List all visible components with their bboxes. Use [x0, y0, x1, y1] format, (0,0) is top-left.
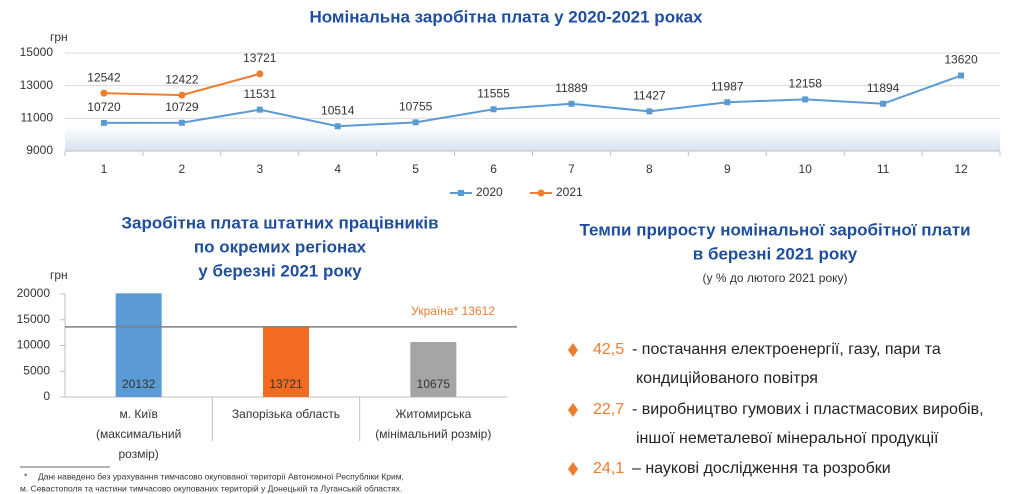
growth-text: – наукові дослідження та розробки: [632, 460, 891, 477]
bar: [115, 293, 162, 397]
point: [334, 123, 341, 130]
y-tick-label: 5000: [23, 363, 50, 377]
x-tick-label: 2: [179, 162, 186, 176]
y-tick-label: 10000: [17, 338, 51, 352]
x-tick-label: 12: [954, 162, 968, 176]
x-tick-label: 4: [334, 162, 341, 176]
growth-text: іншої неметалевої мінеральної продукції: [636, 430, 939, 447]
footnote-text: Дані наведено без урахування тимчасово о…: [38, 471, 404, 481]
bullet: [568, 343, 578, 357]
point: [802, 96, 809, 103]
data-label: 12422: [165, 72, 199, 86]
point: [178, 119, 185, 126]
point: [100, 89, 108, 97]
x-tick-label: 6: [490, 162, 497, 176]
data-label: 11555: [477, 86, 510, 100]
data-label: 20132: [122, 377, 156, 391]
point: [568, 100, 575, 107]
x-tick-label: (мінімальний розмір): [375, 427, 491, 441]
x-tick-label: 5: [412, 162, 419, 176]
section-title: в березні 2021 року: [693, 244, 858, 263]
point: [178, 91, 186, 99]
y-axis-label: грн: [50, 268, 68, 282]
point: [256, 106, 263, 113]
point: [646, 108, 653, 115]
data-label: 12158: [789, 77, 823, 91]
point: [880, 100, 887, 107]
y-tick-label: 9000: [26, 143, 53, 157]
x-tick-label: 8: [646, 162, 653, 176]
growth-value: 42,5: [593, 341, 624, 358]
data-label: 11531: [244, 87, 277, 101]
y-tick-label: 11000: [21, 111, 54, 125]
data-label: 10755: [399, 100, 433, 114]
legend-label: 2021: [556, 185, 583, 199]
y-tick-label: 0: [43, 389, 50, 403]
reference-label: Україна* 13612: [411, 304, 495, 318]
reference-value: 13612: [462, 304, 496, 318]
legend-marker: [458, 190, 464, 196]
x-tick-label: розмір): [119, 447, 159, 461]
bullet: [568, 462, 578, 476]
point: [412, 119, 419, 126]
chart-title: по окремих регіонах: [194, 237, 367, 256]
y-tick-label: 20000: [17, 286, 51, 300]
y-tick-label: 15000: [20, 45, 54, 59]
plot-shade: [65, 126, 1000, 151]
data-label: 11427: [633, 89, 666, 103]
data-label: 10675: [417, 377, 451, 391]
y-tick-label: 15000: [17, 312, 51, 326]
legend-label: 2020: [476, 185, 503, 199]
data-label: 13721: [269, 377, 303, 391]
x-tick-label: 3: [256, 162, 263, 176]
x-tick-label: 7: [568, 162, 575, 176]
chart-title: Номінальна заробітна плата у 2020-2021 р…: [309, 7, 703, 26]
footnote-text: м. Севастополя та частини тимчасово окуп…: [20, 483, 402, 493]
chart-title: Заробітна плата штатних працівників: [121, 213, 438, 232]
footnote-marker: *: [24, 471, 28, 481]
x-tick-label: 9: [724, 162, 731, 176]
chart-title: у березні 2021 року: [198, 261, 362, 280]
bar: [410, 342, 457, 397]
x-tick-label: Житомирська: [395, 407, 471, 421]
data-label: 10514: [321, 103, 355, 117]
growth-text: - постачання електроенергії, газу, пари …: [632, 341, 941, 358]
section-title: Темпи приросту номінальної заробітної пл…: [579, 220, 970, 239]
growth-text: кондиційованого повітря: [636, 370, 818, 387]
x-tick-label: Запорізька область: [232, 407, 340, 421]
point: [724, 99, 731, 106]
point: [490, 106, 497, 113]
data-label: 11894: [867, 81, 900, 95]
data-label: 10729: [165, 100, 199, 114]
reference-name: Україна*: [411, 304, 458, 318]
data-label: 11987: [711, 79, 744, 93]
growth-text: - виробництво гумових і пластмасових вир…: [632, 401, 984, 418]
point: [958, 72, 965, 79]
growth-value: 24,1: [593, 460, 624, 477]
section-subtitle: (у % до лютого 2021 року): [703, 271, 848, 285]
x-tick-label: 11: [877, 162, 890, 176]
data-label: 12542: [87, 70, 121, 84]
bullet: [568, 403, 578, 417]
data-label: 13620: [944, 53, 978, 67]
y-axis-label: грн: [50, 30, 68, 44]
x-tick-label: 1: [101, 162, 108, 176]
series-line: [103, 74, 962, 128]
x-tick-label: 10: [799, 162, 813, 176]
point: [256, 70, 264, 78]
x-tick-label: (максимальний: [96, 427, 181, 441]
x-tick-label: м. Київ: [120, 407, 158, 421]
growth-value: 22,7: [593, 401, 624, 418]
data-label: 10720: [87, 100, 121, 114]
point: [100, 119, 107, 126]
data-label: 13721: [243, 51, 277, 65]
y-tick-label: 13000: [20, 78, 54, 92]
legend-marker: [537, 189, 545, 197]
data-label: 11889: [555, 81, 588, 95]
bar: [263, 326, 309, 397]
